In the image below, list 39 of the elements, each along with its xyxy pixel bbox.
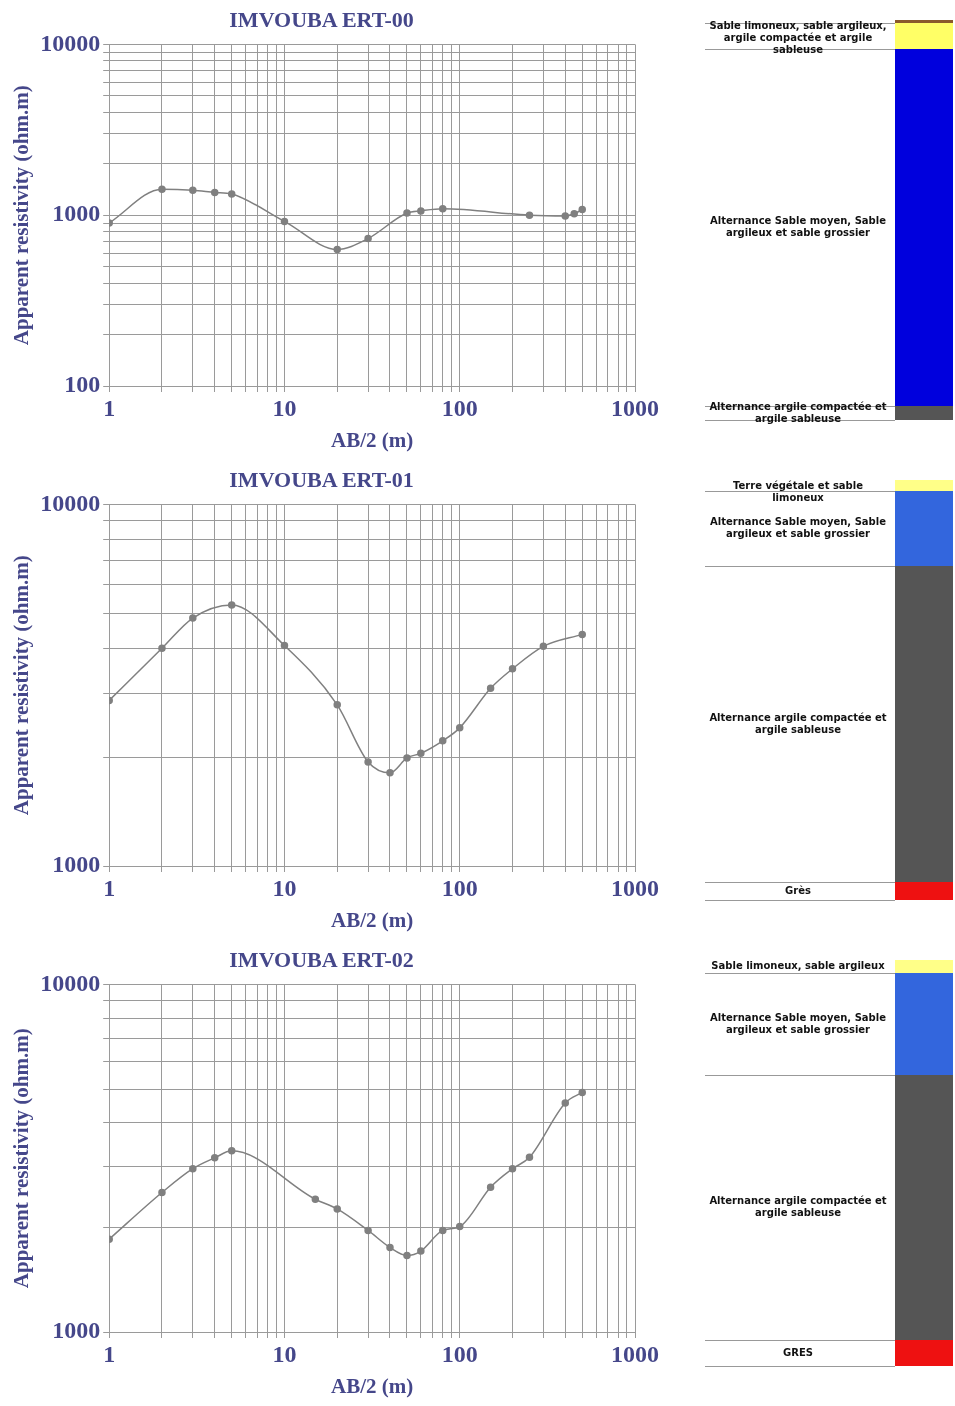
x-tick-label: 1 <box>103 394 116 421</box>
chart-title: IMVOUBA ERT-01 <box>229 466 414 492</box>
text: Alternance argile compactée et argile sableuse <box>709 711 887 736</box>
text: Alternance argile compactée et argile sableuse <box>709 1195 887 1220</box>
x-axis-title: AB/2 (m) <box>330 907 414 932</box>
x-tick-label: 100 <box>441 394 478 421</box>
x-axis-title: AB/2 (m) <box>330 1373 414 1398</box>
y-tick-label: 1000 <box>52 1317 101 1344</box>
y-tick-label: 10000 <box>40 489 101 516</box>
y-tick-label: 10000 <box>40 969 101 996</box>
x-tick-label: 1000 <box>611 1340 659 1367</box>
y-axis-title: Apparent resistivity (ohm.m) <box>9 1028 34 1289</box>
text: Alternance Sable moyen, Sable argileux et sable grossier <box>709 1011 887 1036</box>
text: Grès <box>784 884 812 897</box>
x-tick-label: 10 <box>272 874 297 901</box>
x-tick-label: 10 <box>272 394 297 421</box>
x-tick-label: 1000 <box>611 874 659 901</box>
x-tick-label: 100 <box>441 874 478 901</box>
x-tick-label: 10 <box>272 1340 297 1367</box>
x-tick-label: 1 <box>103 874 116 901</box>
y-axis-title: Apparent resistivity (ohm.m) <box>9 555 34 816</box>
text: Alternance Sable moyen, Sable argileux et sable grossier <box>709 215 887 240</box>
text: GRES <box>782 1347 814 1359</box>
x-axis-title: AB/2 (m) <box>330 427 414 452</box>
y-axis-title: Apparent resistivity (ohm.m) <box>9 85 34 346</box>
y-tick-label: 1000 <box>52 200 101 227</box>
y-tick-label: 10000 <box>40 29 101 56</box>
text: Sable limoneux, sable argileux <box>710 960 886 973</box>
x-tick-label: 1 <box>103 1340 116 1367</box>
y-tick-label: 100 <box>64 371 101 398</box>
chart-title: IMVOUBA ERT-02 <box>229 946 414 972</box>
text: Alternance Sable moyen, Sable argileux et sable grossier <box>709 516 887 541</box>
x-tick-label: 100 <box>441 1340 478 1367</box>
chart-title: IMVOUBA ERT-00 <box>229 6 414 32</box>
x-tick-label: 1000 <box>611 394 659 421</box>
text: Sable limoneux, sable argileux, argile compactée et argile sableuse <box>709 20 887 56</box>
text: Terre végétale et sable limoneux <box>732 480 864 504</box>
y-tick-label: 1000 <box>52 851 101 878</box>
text: Alternance argile compactée et argile sableuse <box>709 400 887 425</box>
